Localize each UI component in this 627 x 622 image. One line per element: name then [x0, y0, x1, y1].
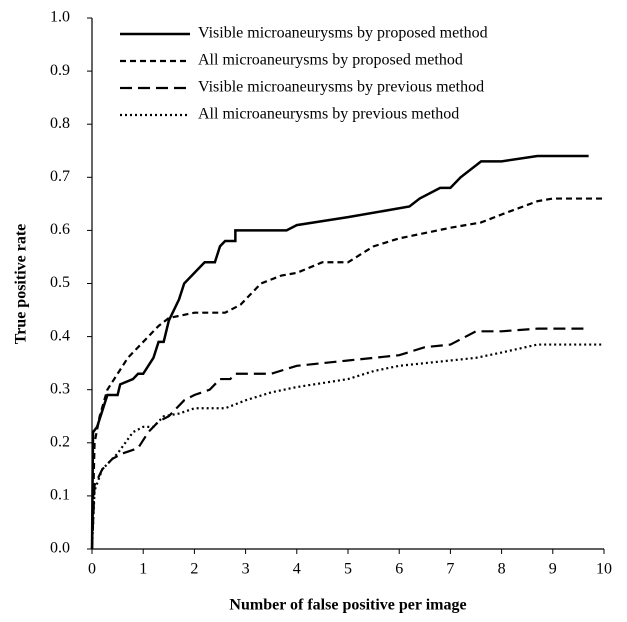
y-tick-label: 0.1	[50, 487, 70, 504]
x-tick-label: 2	[190, 561, 198, 578]
y-tick-label: 0.8	[50, 115, 70, 132]
y-tick-label: 1.0	[50, 9, 70, 26]
legend-label: All microaneurysms by proposed method	[198, 52, 463, 69]
x-tick-label: 0	[88, 561, 96, 578]
y-tick-label: 0.6	[50, 221, 70, 238]
legend-label: Visible microaneurysms by previous metho…	[198, 79, 484, 96]
x-tick-label: 7	[446, 561, 454, 578]
y-axis-title: True positive rate	[13, 224, 30, 345]
y-tick-label: 0.7	[50, 168, 70, 185]
x-tick-label: 3	[242, 561, 250, 578]
series-line	[90, 154, 589, 550]
y-tick-label: 0.2	[50, 433, 70, 450]
y-tick-label: 0.0	[50, 540, 70, 557]
x-tick-label: 10	[596, 561, 612, 578]
x-tick-label: 5	[344, 561, 352, 578]
x-axis-title: Number of false positive per image	[229, 597, 466, 614]
legend-label: Visible microaneurysms by proposed metho…	[198, 25, 488, 42]
legend-label: All microaneurysms by previous method	[198, 106, 459, 123]
x-tick-label: 8	[498, 561, 506, 578]
series-line	[90, 197, 604, 550]
y-tick-label: 0.4	[50, 327, 70, 344]
y-tick-label: 0.9	[50, 62, 70, 79]
x-tick-label: 4	[293, 561, 301, 578]
x-tick-label: 6	[395, 561, 403, 578]
x-tick-label: 1	[139, 561, 147, 578]
y-tick-label: 0.3	[50, 380, 70, 397]
series-line	[90, 327, 589, 550]
series-line	[90, 343, 604, 550]
y-tick-label: 0.5	[50, 274, 70, 291]
x-tick-label: 9	[549, 561, 557, 578]
